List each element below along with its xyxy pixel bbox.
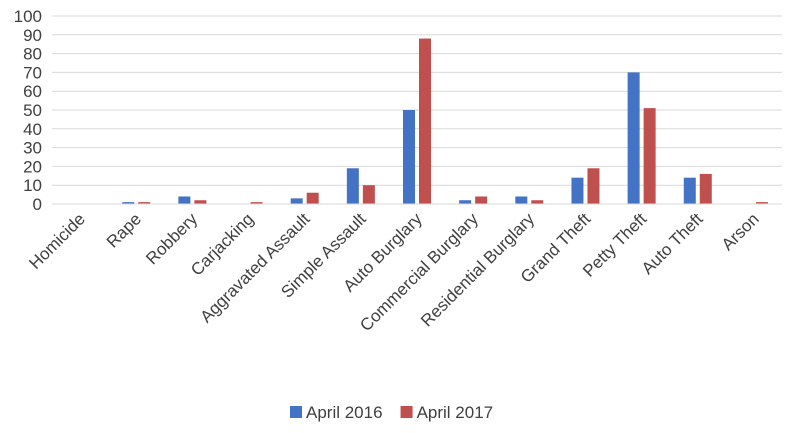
- bar: [515, 196, 528, 204]
- legend-label: April 2016: [306, 403, 383, 422]
- bar: [459, 200, 472, 204]
- y-tick-label: 40: [23, 120, 42, 139]
- bar: [587, 168, 600, 204]
- bar: [403, 110, 415, 204]
- legend-label: April 2017: [417, 403, 494, 422]
- bar: [755, 202, 768, 204]
- y-tick-label: 80: [23, 45, 42, 64]
- y-tick-label: 90: [23, 26, 42, 45]
- category-label: Arson: [718, 209, 763, 254]
- category-label: Auto Theft: [638, 209, 707, 278]
- bar: [419, 38, 431, 205]
- bar: [362, 185, 375, 204]
- category-label: Rape: [103, 209, 145, 251]
- bar: [178, 196, 191, 204]
- bar: [531, 200, 544, 204]
- bar: [643, 108, 656, 204]
- y-tick-label: 70: [23, 63, 42, 82]
- legend: April 2016 April 2017: [290, 403, 493, 422]
- bars: [122, 38, 768, 205]
- y-tick-label: 60: [23, 82, 42, 101]
- category-labels: Homicide RapeRobberyCarjackingAggravated …: [25, 209, 762, 335]
- legend-swatch: [400, 406, 413, 418]
- legend-swatch: [290, 406, 302, 418]
- bar: [194, 200, 207, 204]
- gridlines: [52, 15, 782, 186]
- bar: [290, 198, 303, 204]
- category-label: Aggravated Assault: [197, 209, 314, 326]
- y-tick-label: 0: [33, 195, 42, 214]
- y-tick-label: 20: [23, 157, 42, 176]
- category-label: Homicide: [25, 209, 89, 273]
- y-tick-label: 100: [14, 7, 42, 26]
- y-tick-label: 50: [23, 101, 42, 120]
- bar: [475, 196, 488, 204]
- bar: [627, 72, 640, 205]
- bar: [122, 202, 135, 204]
- bar: [683, 177, 696, 204]
- y-tick-label: 30: [23, 139, 42, 158]
- bar: [138, 202, 151, 204]
- bar: [250, 202, 263, 204]
- bar: [699, 173, 712, 204]
- bar: [346, 168, 359, 204]
- bar: [306, 192, 319, 204]
- y-tick-label: 10: [23, 176, 42, 195]
- bar: [571, 177, 584, 204]
